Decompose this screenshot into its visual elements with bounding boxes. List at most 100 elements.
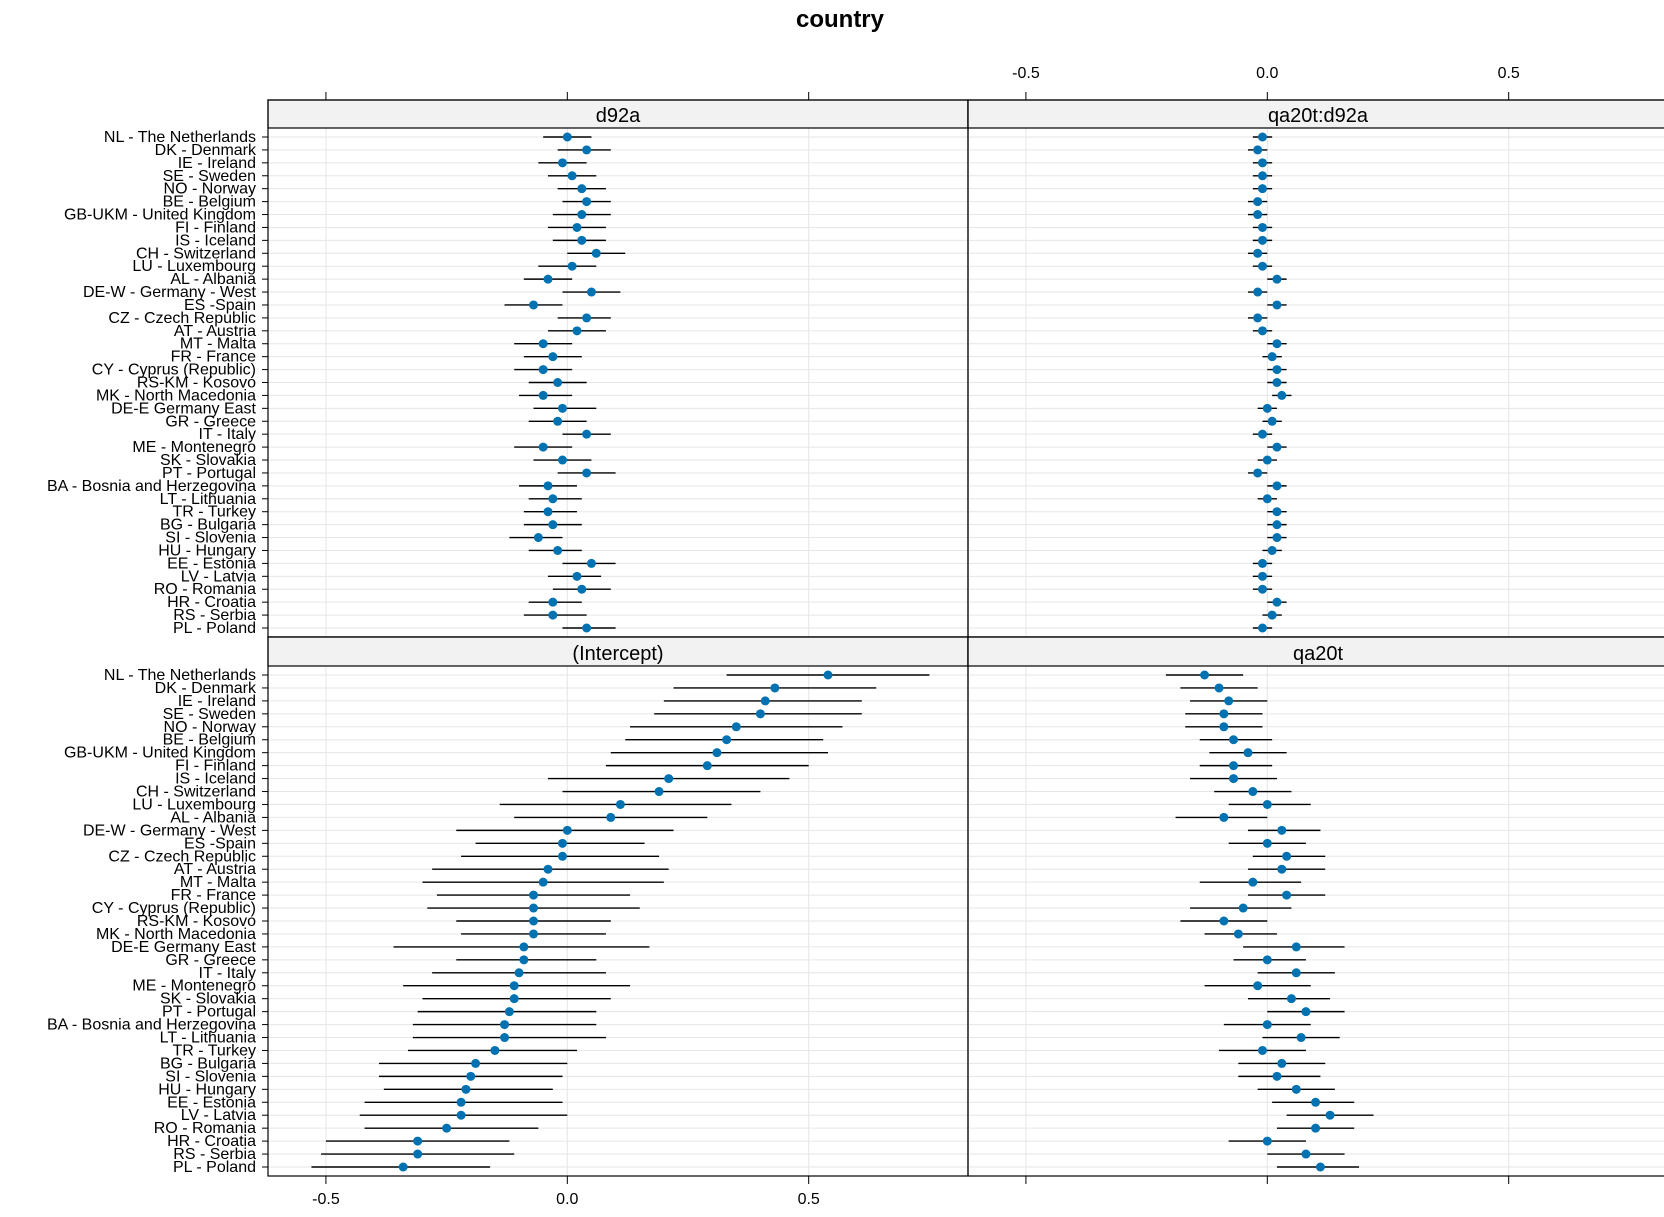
point-de-w-germany-west — [586, 287, 596, 297]
point-pt-portugal — [582, 468, 592, 478]
country-label-lv-latvia: LV - Latvia — [181, 568, 256, 585]
point-si-slovenia — [466, 1071, 476, 1081]
panel-d92a: d92a — [267, 99, 969, 638]
point-sk-slovakia — [557, 455, 567, 465]
point-ch-switzerland — [591, 248, 601, 258]
point-fi-finland — [1229, 761, 1239, 771]
point-ee-estonia — [1257, 558, 1267, 568]
point-ro-romania — [577, 584, 587, 594]
point-is-iceland — [1257, 235, 1267, 245]
x-tick-label: 0.0 — [1256, 65, 1278, 82]
country-label-si-slovenia: SI - Slovenia — [165, 530, 256, 547]
point-dk-denmark — [1214, 683, 1224, 693]
x-axis-top-right: -0.5 0.0 0.5 — [1012, 65, 1520, 100]
point-me-montenegro — [1272, 442, 1282, 452]
point-hr-croatia — [413, 1136, 423, 1146]
country-label-fi-finland: FI - Finland — [175, 758, 256, 775]
point-al-albania — [543, 274, 553, 284]
point-ro-romania — [1257, 584, 1267, 594]
country-label-ba-bosnia-and-herzegovina: BA - Bosnia and Herzegovina — [47, 1017, 256, 1034]
point-cy-cyprus-republic — [1272, 365, 1282, 375]
country-label-pt-portugal: PT - Portugal — [162, 1004, 256, 1021]
point-is-iceland — [577, 235, 587, 245]
point-de-w-germany-west — [562, 825, 572, 835]
country-label-de-e-germany-east: DE-E Germany East — [111, 939, 256, 956]
point-hu-hungary — [1291, 1084, 1301, 1094]
point-bg-bulgaria — [1272, 520, 1282, 530]
point-de-e-germany-east — [1262, 403, 1272, 413]
country-label-hr-croatia: HR - Croatia — [167, 594, 256, 611]
point-si-slovenia — [1272, 533, 1282, 543]
country-label-sk-slovakia: SK - Slovakia — [160, 991, 256, 1008]
country-label-es-spain: ES -Spain — [184, 297, 256, 314]
chart-title: country — [796, 6, 885, 33]
country-label-be-belgium: BE - Belgium — [163, 732, 256, 749]
point-ie-ireland — [1224, 696, 1234, 706]
point-se-sweden — [1257, 171, 1267, 181]
point-bg-bulgaria — [548, 520, 558, 530]
country-label-lt-lithuania: LT - Lithuania — [160, 1030, 256, 1047]
point-ee-estonia — [586, 558, 596, 568]
country-label-hu-hungary: HU - Hungary — [158, 542, 256, 559]
panel-qa20t-d92a: qa20t:d92a — [967, 99, 1664, 638]
strip-qa20t — [967, 636, 1664, 667]
point-it-italy — [1291, 968, 1301, 978]
point-rs-km-kosovo — [1219, 916, 1229, 926]
country-label-si-slovenia: SI - Slovenia — [165, 1068, 256, 1085]
x-axis-bottom-left: -0.5 0.0 0.5 — [312, 1176, 820, 1208]
country-label-at-austria: AT - Austria — [174, 861, 256, 878]
point-nl-the-netherlands — [1257, 132, 1267, 142]
country-label-cz-czech-republic: CZ - Czech Republic — [108, 848, 256, 865]
point-me-montenegro — [509, 981, 519, 991]
point-no-norway — [731, 722, 741, 732]
point-de-e-germany-east — [519, 942, 529, 952]
country-label-pl-poland: PL - Poland — [173, 1159, 256, 1176]
point-no-norway — [577, 184, 587, 194]
point-ch-switzerland — [1248, 787, 1258, 797]
point-ch-switzerland — [1253, 248, 1263, 258]
point-ro-romania — [1311, 1123, 1321, 1133]
point-gb-ukm-united-kingdom — [577, 210, 587, 220]
point-sk-slovakia — [1286, 994, 1296, 1004]
country-label-gr-greece: GR - Greece — [165, 952, 256, 969]
panel-qa20t: qa20t — [967, 636, 1664, 1177]
country-label-tr-turkey: TR - Turkey — [172, 504, 256, 521]
point-de-w-germany-west — [1253, 287, 1263, 297]
country-label-ba-bosnia-and-herzegovina: BA - Bosnia and Herzegovina — [47, 478, 256, 495]
country-label-ee-estonia: EE - Estonia — [167, 1094, 256, 1111]
point-sk-slovakia — [1262, 455, 1272, 465]
country-label-lu-luxembourg: LU - Luxembourg — [132, 258, 256, 275]
point-lu-luxembourg — [615, 799, 625, 809]
point-fr-france — [1267, 352, 1277, 362]
point-pt-portugal — [1253, 468, 1263, 478]
country-label-is-iceland: IS - Iceland — [175, 771, 256, 788]
point-is-iceland — [1229, 774, 1239, 784]
point-at-austria — [572, 326, 582, 336]
country-label-fr-france: FR - France — [171, 349, 256, 366]
point-mk-north-macedonia — [1233, 929, 1243, 939]
country-label-pl-poland: PL - Poland — [173, 620, 256, 637]
point-al-albania — [1219, 812, 1229, 822]
country-label-be-belgium: BE - Belgium — [163, 194, 256, 211]
country-label-de-e-germany-east: DE-E Germany East — [111, 400, 256, 417]
point-fr-france — [1282, 890, 1292, 900]
point-no-norway — [1257, 184, 1267, 194]
country-label-ie-ireland: IE - Ireland — [178, 693, 256, 710]
country-label-nl-the-netherlands: NL - The Netherlands — [104, 667, 256, 684]
point-fr-france — [529, 890, 539, 900]
point-es-spain — [557, 838, 567, 848]
point-bg-bulgaria — [1277, 1058, 1287, 1068]
point-ie-ireland — [1257, 158, 1267, 168]
point-rs-serbia — [413, 1149, 423, 1159]
country-label-dk-denmark: DK - Denmark — [155, 142, 257, 159]
point-se-sweden — [567, 171, 577, 181]
strip-qa20t-d92a — [967, 99, 1664, 129]
country-label-rs-serbia: RS - Serbia — [173, 1146, 256, 1163]
point-nl-the-netherlands — [823, 670, 833, 680]
point-bg-bulgaria — [471, 1058, 481, 1068]
country-label-it-italy: IT - Italy — [199, 426, 257, 443]
country-label-gb-ukm-united-kingdom: GB-UKM - United Kingdom — [64, 745, 256, 762]
point-cz-czech-republic — [557, 851, 567, 861]
point-al-albania — [606, 812, 616, 822]
point-mt-malta — [1248, 877, 1258, 887]
